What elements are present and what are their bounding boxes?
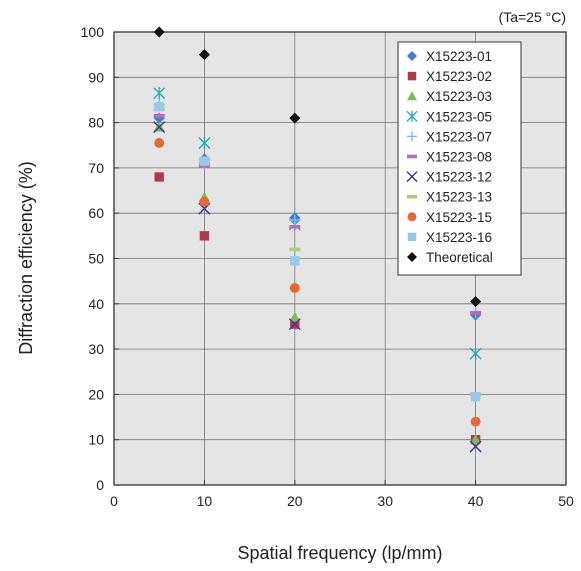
legend: X15223-01 X15223-02 X15223-03 X15223-05 X152… <box>397 41 522 276</box>
legend-item: X15223-07 <box>407 129 492 144</box>
x-tick-label: 50 <box>558 493 574 509</box>
legend-marker <box>407 71 417 81</box>
data-point <box>199 156 210 166</box>
y-tick-label: 40 <box>88 296 104 312</box>
y-axis-label: Diffraction efficiency (%) <box>16 161 36 354</box>
legend-label: X15223-15 <box>426 210 492 225</box>
data-point <box>153 114 165 118</box>
legend-label: X15223-12 <box>426 170 492 185</box>
data-point <box>470 434 482 445</box>
legend-item: X15223-03 <box>407 89 492 104</box>
y-axis-ticks: 0 10 20 30 40 50 60 70 80 90 100 <box>81 24 119 493</box>
y-tick-label: 50 <box>88 251 104 267</box>
data-point <box>154 172 164 182</box>
y-tick-label: 100 <box>81 24 105 40</box>
legend-item: X15223-01 <box>407 49 492 64</box>
data-point <box>153 87 166 100</box>
data-point <box>154 138 165 148</box>
legend-label: X15223-13 <box>426 190 492 205</box>
y-tick-label: 90 <box>88 69 104 85</box>
data-point <box>199 231 210 241</box>
data-point <box>153 26 165 38</box>
x-axis-label: Spatial frequency (lp/mm) <box>237 543 442 563</box>
legend-item: X15223-13 <box>407 190 492 205</box>
legend-marker <box>406 110 418 122</box>
legend-item: X15223-08 <box>407 150 492 165</box>
data-point <box>289 112 301 124</box>
data-points <box>153 26 482 453</box>
data-point <box>289 224 301 229</box>
legend-label: Theoretical <box>426 250 493 265</box>
legend-marker <box>407 154 417 159</box>
y-tick-label: 60 <box>88 205 104 221</box>
x-tick-label: 0 <box>110 493 118 509</box>
legend-label: X15223-05 <box>426 109 492 124</box>
data-point <box>153 121 166 134</box>
legend-box <box>397 41 522 276</box>
data-point <box>470 391 481 402</box>
legend-marker <box>407 131 417 142</box>
y-tick-label: 10 <box>88 432 104 448</box>
data-point <box>469 440 482 453</box>
data-point <box>469 347 482 360</box>
legend-item: X15223-12 <box>406 170 492 185</box>
legend-marker <box>407 91 417 101</box>
data-point <box>289 282 300 293</box>
series-theoretical <box>153 26 482 308</box>
legend-marker <box>407 212 417 222</box>
legend-item: X15223-02 <box>407 69 492 84</box>
legend-item: Theoretical <box>407 250 493 265</box>
data-point <box>470 416 481 427</box>
legend-label: X15223-08 <box>426 150 492 165</box>
data-point <box>198 49 210 61</box>
legend-item: X15223-15 <box>407 210 492 225</box>
data-point <box>289 214 301 226</box>
legend-item: X15223-16 <box>407 230 492 245</box>
data-point <box>289 311 301 322</box>
data-point <box>154 102 164 112</box>
legend-marker <box>406 171 418 183</box>
y-tick-label: 30 <box>88 341 104 357</box>
series-x15223-12 <box>153 121 482 453</box>
data-point <box>199 196 210 207</box>
legend-marker <box>407 51 417 61</box>
y-tick-label: 80 <box>88 115 104 131</box>
legend-label: X15223-03 <box>426 89 492 104</box>
series-x15223-05 <box>153 87 482 360</box>
x-tick-label: 20 <box>287 493 303 509</box>
y-tick-label: 20 <box>88 386 104 402</box>
legend-label: X15223-02 <box>426 69 492 84</box>
data-point <box>289 247 301 252</box>
data-point <box>290 256 300 266</box>
data-point <box>470 296 482 308</box>
legend-marker <box>407 252 417 262</box>
series-x15223-16 <box>154 102 481 402</box>
legend-marker <box>407 232 417 242</box>
legend-label: X15223-01 <box>426 49 492 64</box>
x-axis-ticks: 0 10 20 30 40 50 <box>110 480 574 509</box>
legend-item: X15223-05 <box>406 109 492 124</box>
legend-label: X15223-07 <box>426 129 492 144</box>
legend-marker <box>407 194 417 199</box>
legend-label: X15223-16 <box>426 230 492 245</box>
data-point <box>198 136 211 150</box>
series-x15223-15 <box>154 138 481 427</box>
x-tick-label: 10 <box>197 493 213 509</box>
y-tick-label: 0 <box>96 477 104 493</box>
condition-note: (Ta=25 °C) <box>499 9 566 25</box>
x-tick-label: 40 <box>468 493 484 509</box>
y-tick-label: 70 <box>88 160 104 176</box>
data-point <box>470 311 482 315</box>
data-point <box>288 318 301 331</box>
x-tick-label: 30 <box>377 493 393 509</box>
